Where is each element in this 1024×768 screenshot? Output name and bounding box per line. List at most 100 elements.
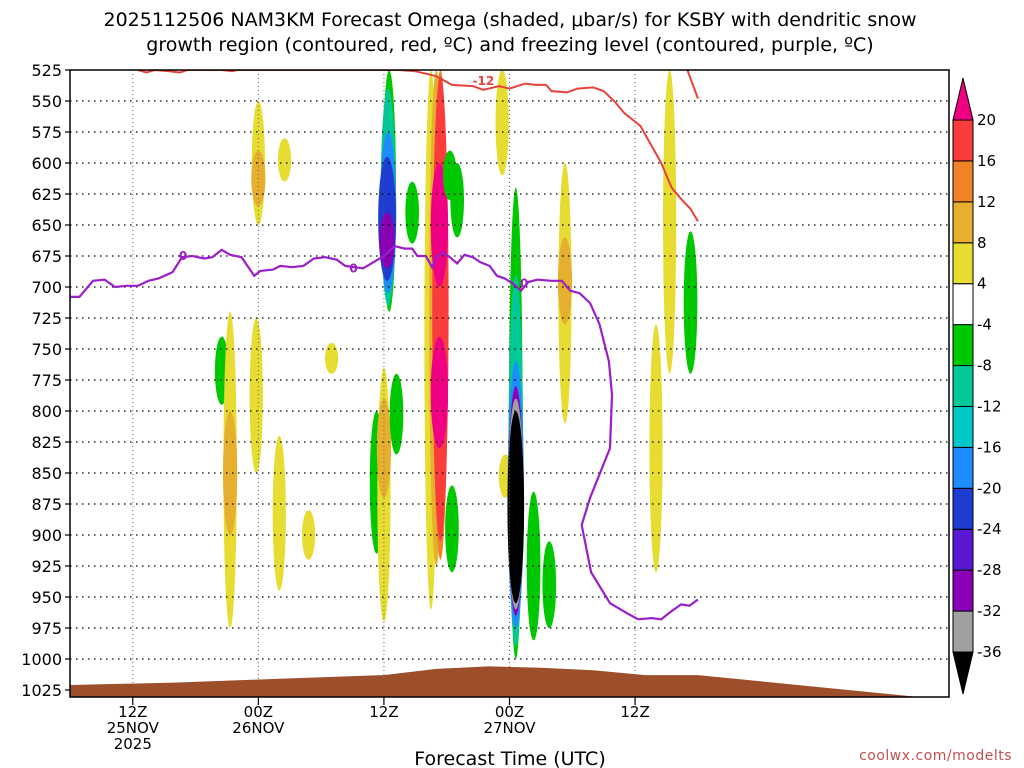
colorbar-segment	[952, 487, 974, 530]
colorbar-segment	[952, 119, 974, 162]
colorbar-label: -24	[977, 520, 1002, 538]
omega-cell-9	[325, 342, 339, 374]
x-tick-label: 2025	[114, 735, 152, 753]
x-tick-label: 12Z	[369, 703, 398, 721]
colorbar-segment	[952, 283, 974, 326]
omega-cell-29	[495, 70, 509, 176]
colorbar-label: -16	[977, 438, 1002, 456]
x-tick-label: 25NOV	[107, 719, 160, 737]
omega-cell-25	[430, 163, 449, 287]
colorbar-label: -12	[977, 397, 1002, 415]
freezing-level-label: 0	[179, 249, 187, 263]
y-tick-label: 800	[31, 402, 62, 421]
y-tick-label: 650	[31, 216, 62, 235]
colorbar-label: 20	[977, 111, 996, 129]
x-tick-label: 00Z	[495, 703, 524, 721]
y-tick-label: 750	[31, 340, 62, 359]
colorbar-top-arrow	[952, 77, 974, 121]
colorbar-segment	[952, 528, 974, 571]
omega-cell-23	[432, 76, 449, 542]
freezing-level-label: 0	[520, 276, 528, 290]
colorbar-segment	[952, 201, 974, 244]
omega-cell-43	[683, 231, 698, 374]
omega-cell-5	[249, 318, 263, 473]
y-tick-label: 600	[31, 154, 62, 173]
colorbar-segment	[952, 610, 974, 653]
omega-cell-38	[542, 541, 557, 628]
colorbar-label: -36	[977, 643, 1002, 661]
y-tick-label: 1025	[21, 681, 62, 700]
colorbar-label: -32	[977, 602, 1002, 620]
terrain-surface	[70, 666, 919, 697]
y-tick-label: 825	[31, 433, 62, 452]
omega-cell-42	[663, 70, 677, 374]
x-tick-label: 12Z	[118, 703, 147, 721]
colorbar-segment	[952, 324, 974, 367]
y-tick-label: 950	[31, 588, 62, 607]
dendritic-isotherm-label: -12	[472, 74, 494, 88]
y-tick-label: 1000	[21, 650, 62, 669]
colorbar-label: -28	[977, 561, 1002, 579]
y-tick-label: 700	[31, 278, 62, 297]
omega-cell-7	[277, 138, 292, 182]
omega-cell-8	[301, 510, 316, 560]
x-tick-label: 27NOV	[483, 719, 536, 737]
omega-shading	[214, 70, 698, 659]
source-credit: coolwx.com/modelts	[859, 748, 1012, 764]
colorbar-segment	[952, 569, 974, 612]
omega-cell-37	[526, 491, 541, 641]
chart-title-line1: 2025112506 NAM3KM Forecast Omega (shaded…	[103, 9, 916, 31]
x-tick-label: 26NOV	[232, 719, 285, 737]
x-tick-label: 12Z	[620, 703, 649, 721]
y-tick-label: 675	[31, 247, 62, 266]
colorbar-label: -20	[977, 479, 1002, 497]
colorbar-bottom-arrow	[952, 651, 974, 695]
freezing-level-line	[70, 244, 699, 621]
colorbar-segment	[952, 242, 974, 285]
omega-cell-6	[272, 435, 286, 591]
plot-area: -12 0 0 0	[69, 69, 950, 698]
y-tick-label: 925	[31, 557, 62, 576]
terrain-fill	[70, 666, 919, 697]
omega-cell-24	[430, 336, 449, 449]
colorbar-label: -8	[977, 357, 992, 375]
y-tick-label: 975	[31, 619, 62, 638]
chart-title-line2: growth region (contoured, red, ºC) and f…	[146, 34, 873, 56]
colorbar: -36 -32 -28 -24 -20 -16 -12 -8 -4 4 8 12 16 20	[952, 77, 1002, 695]
omega-cell-40	[557, 237, 573, 325]
colorbar-label: -4	[977, 316, 992, 334]
colorbar-segment	[952, 365, 974, 407]
omega-cell-36	[507, 411, 525, 604]
y-tick-label: 850	[31, 464, 62, 483]
pressure-gridlines	[70, 70, 949, 690]
omega-cell-17	[379, 212, 395, 269]
y-tick-label: 875	[31, 495, 62, 514]
colorbar-segment	[952, 160, 974, 203]
omega-cell-41	[649, 324, 663, 573]
colorbar-label: 8	[977, 234, 987, 252]
x-tick-label: 00Z	[244, 703, 273, 721]
y-tick-label: 575	[31, 123, 62, 142]
y-tick-label: 625	[31, 185, 62, 204]
omega-cell-19	[405, 181, 420, 244]
colorbar-segment	[952, 446, 974, 489]
omega-cell-27	[450, 163, 465, 238]
pressure-axis: 525 550 575 600 625 650 675 700 725 750 775 800 825 8…	[21, 61, 70, 700]
colorbar-label: 12	[977, 193, 996, 211]
dendritic-isotherm-line	[137, 70, 699, 222]
colorbar-label: 16	[977, 152, 996, 170]
isotherm-contours: -12 0 0 0	[70, 70, 699, 621]
y-tick-label: 775	[31, 371, 62, 390]
freezing-level-label: 0	[349, 261, 357, 275]
colorbar-segment	[952, 405, 974, 448]
colorbar-label: 4	[977, 275, 987, 293]
y-tick-label: 550	[31, 92, 62, 111]
y-tick-label: 525	[31, 61, 62, 80]
omega-cell-28	[445, 485, 459, 573]
y-tick-label: 725	[31, 309, 62, 328]
dendritic-isotherm-line-right	[686, 70, 699, 99]
omega-cell-18	[389, 373, 404, 455]
omega-cell-2	[223, 411, 238, 535]
